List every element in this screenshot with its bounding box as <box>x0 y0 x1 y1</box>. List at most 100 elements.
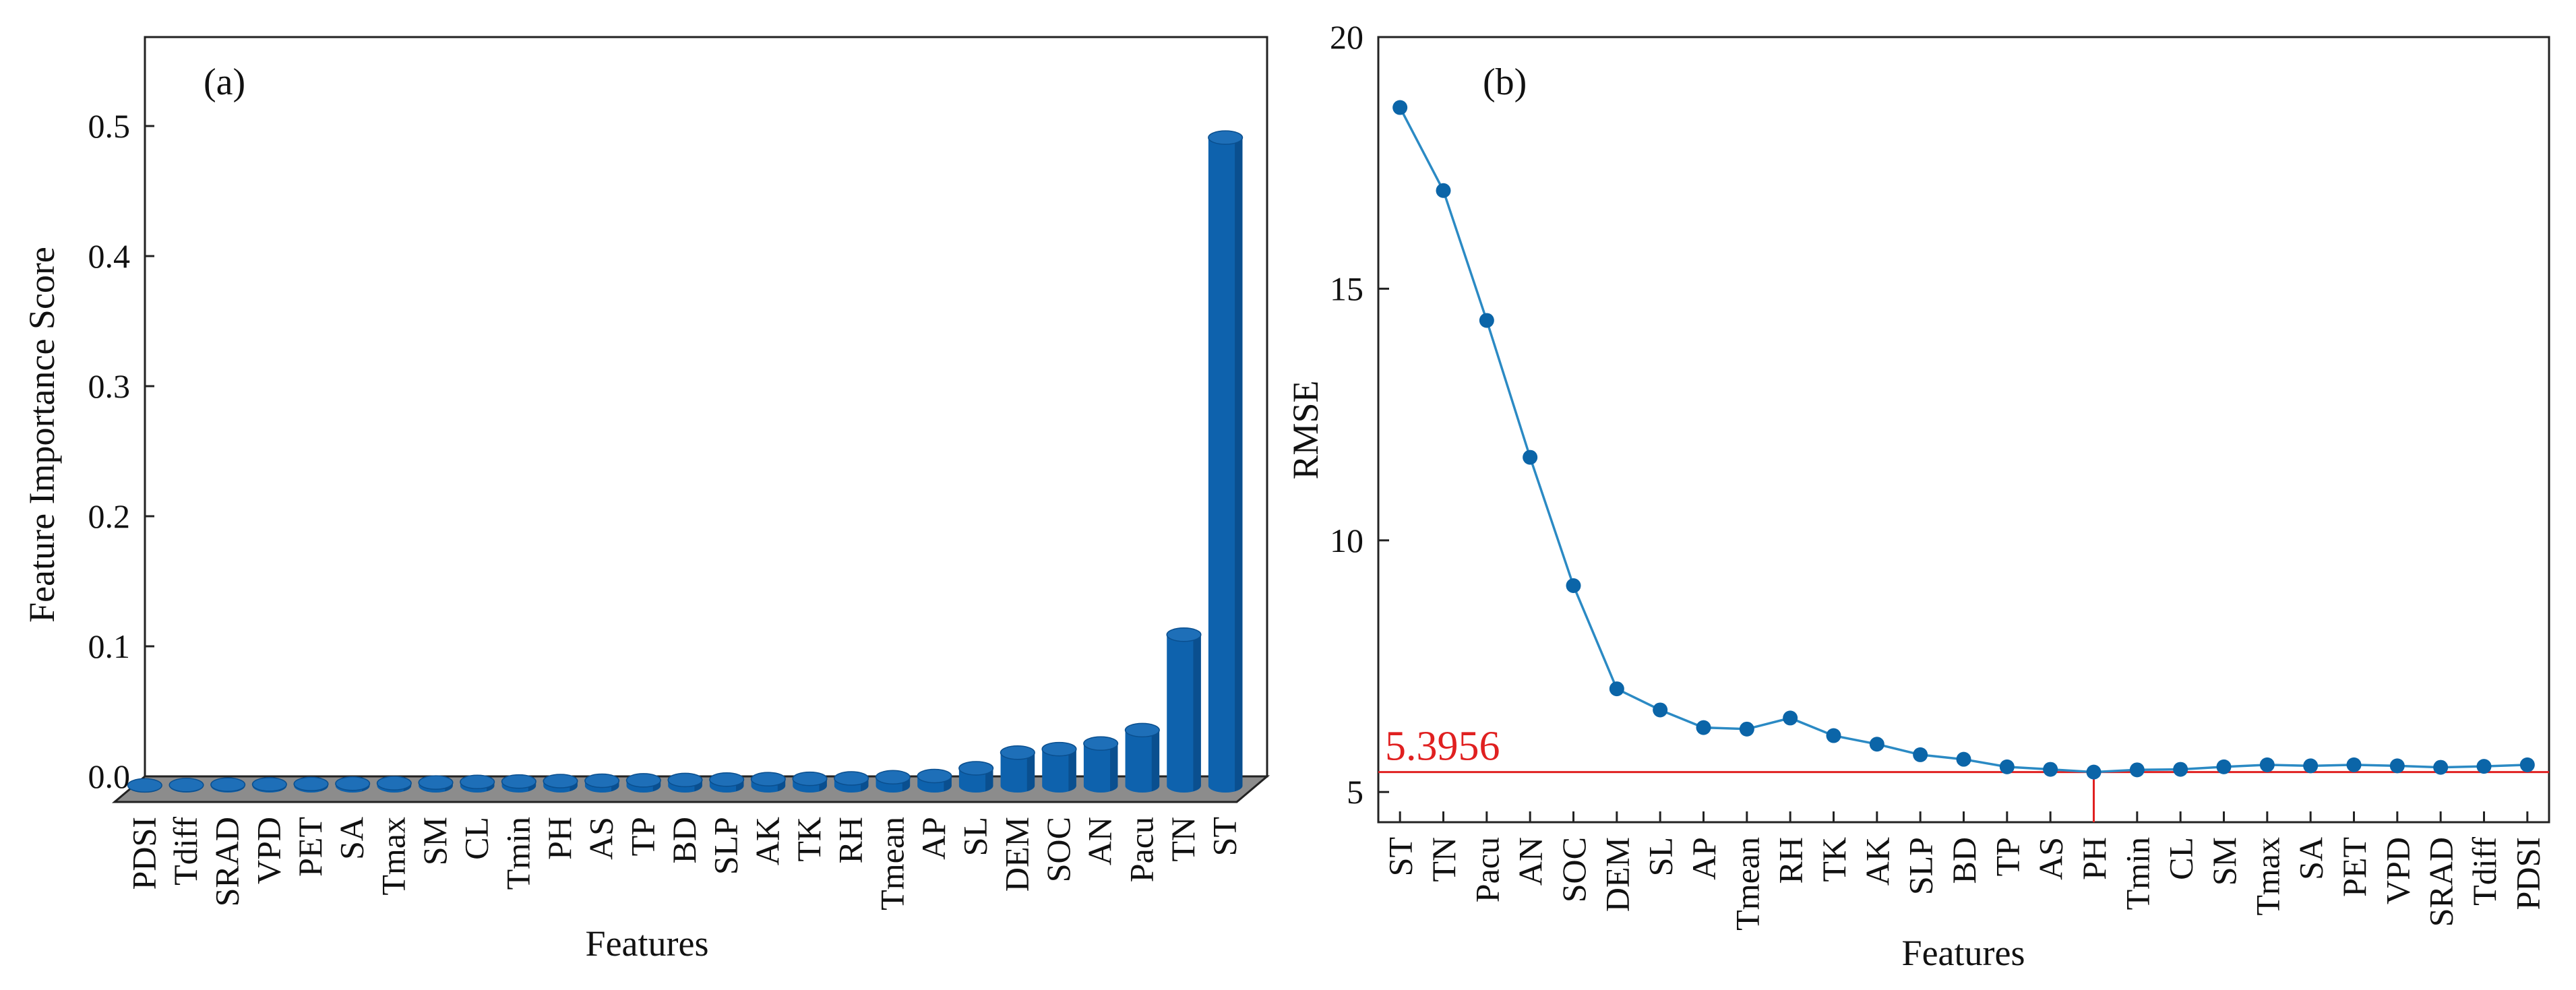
panel-a-bar-top <box>667 772 703 788</box>
panel-a-bar-body <box>1042 749 1076 793</box>
panel-b-x-tick-label: TP <box>1988 837 2026 876</box>
panel-a-bar <box>584 773 620 793</box>
panel-a-bar <box>709 772 745 793</box>
panel-a-bar <box>335 776 371 793</box>
panel-a-y-axis-title: Feature Importance Score <box>22 247 62 623</box>
panel-a-bar-shade <box>1026 752 1035 791</box>
panel-b-point <box>2129 762 2145 778</box>
panel-a-bar <box>1083 736 1119 793</box>
panel-a-bar-top <box>750 772 786 786</box>
panel-a-bar-top <box>127 778 162 793</box>
panel-a-x-tick-labels: PDSI Tdiff SRAD VPD PET SA Tmax SM CL Tmin PH AS TP B… <box>125 817 1243 910</box>
panel-a-bar-top <box>1166 627 1202 642</box>
panel-a-x-tick-label: PDSI <box>125 817 162 890</box>
panel-b-x-tick-label: PET <box>2335 837 2373 897</box>
panel-b-y-axis-title: RMSE <box>1285 380 1326 479</box>
panel-b-y-tick-label: 20 <box>1330 18 1363 56</box>
panel-a-x-tick-label: SOC <box>1039 817 1077 882</box>
panel-b-point <box>1523 450 1538 465</box>
panel-b-x-tick-label: VPD <box>2379 837 2416 904</box>
panel-b-point <box>1999 759 2015 774</box>
panel-b-point <box>2259 757 2275 772</box>
panel-a-bar-top <box>792 771 828 786</box>
panel-a-bar <box>127 778 162 793</box>
panel-a-bar <box>376 776 412 793</box>
panel-a-bar-shade <box>1193 634 1201 791</box>
panel-a-bar <box>834 771 869 793</box>
panel-b-point <box>1696 720 1711 735</box>
panel-b-y-tick-label: 15 <box>1330 270 1363 307</box>
panel-a-bar-top <box>501 774 536 789</box>
panel-a-x-tick-label: Tdiff <box>166 817 204 886</box>
panel-b-line-chart: 5 10 15 20 ST TN Pacu AN SOC DEM SL AP Tmean RH TK AK S… <box>1285 18 2550 973</box>
panel-a-x-tick-label: Tmax <box>374 817 412 896</box>
panel-b-y-tick-label: 10 <box>1330 522 1363 559</box>
panel-b-x-tick-label: SRAD <box>2422 837 2460 927</box>
panel-b-x-tick-labels: ST TN Pacu AN SOC DEM SL AP Tmean RH TK AK SLP BD TP AS… <box>1382 837 2547 931</box>
panel-b-x-tick-label: Pacu <box>1468 837 1506 902</box>
panel-a-x-tick-label: PH <box>541 817 578 860</box>
panel-a-bar <box>1166 627 1202 793</box>
panel-a-bar-top <box>460 774 495 789</box>
panel-b-y-ticks: 5 10 15 20 <box>1330 18 1389 811</box>
panel-b-x-tick-label: AP <box>1685 837 1723 880</box>
panel-a-y-ticks: 0.0 0.1 0.2 0.3 0.4 0.5 <box>88 107 154 795</box>
panel-b-y-tick-label: 5 <box>1347 773 1363 811</box>
panel-a-bar-body <box>1000 752 1035 793</box>
panel-a-x-tick-label: AK <box>748 817 786 865</box>
panel-a-bar <box>251 777 287 793</box>
panel-a-y-tick-label: 0.4 <box>88 237 131 275</box>
panel-a-x-tick-label: RH <box>832 817 869 863</box>
panel-a-x-tick-label: SRAD <box>208 817 246 906</box>
panel-a-x-tick-label: AN <box>1081 817 1119 865</box>
panel-a-bar <box>792 771 828 793</box>
panel-a-x-tick-label: TN <box>1164 817 1202 862</box>
panel-b-point <box>2389 758 2405 774</box>
panel-b-point <box>2303 758 2319 774</box>
panel-b-x-tick-label: DEM <box>1598 837 1636 912</box>
panel-b-x-tick-label: SM <box>2205 837 2243 886</box>
panel-b-x-tick-label: Tdiff <box>2465 837 2503 906</box>
panel-b-point <box>2519 757 2535 772</box>
panel-a-bar-top <box>917 768 952 784</box>
panel-b-x-tick-label: Tmin <box>2118 837 2156 910</box>
panel-a-x-tick-label: AS <box>582 817 620 860</box>
panel-a-bar <box>1041 741 1077 793</box>
panel-b-point <box>2043 762 2058 777</box>
panel-a-x-tick-label: TK <box>790 817 828 862</box>
panel-b-point <box>1956 751 1971 767</box>
panel-b-x-tick-label: AN <box>1512 837 1550 886</box>
panel-a-bar-top <box>958 761 994 776</box>
panel-a-bar-top <box>1041 741 1077 757</box>
panel-a-bar-shade <box>1068 749 1076 791</box>
panel-b-x-tick-label: TN <box>1425 837 1463 882</box>
panel-b-x-tick-label: PDSI <box>2509 837 2546 910</box>
panel-b-x-ticks <box>1399 811 2529 822</box>
panel-a-y-tick-label: 0.0 <box>88 757 131 795</box>
panel-a-bar <box>625 773 661 793</box>
panel-b-point <box>1653 702 1668 718</box>
panel-b-x-tick-label: BD <box>1945 837 1983 884</box>
panel-b-point <box>2216 759 2232 774</box>
panel-a-bar-top <box>418 775 454 790</box>
panel-a-x-tick-label: TP <box>623 817 661 856</box>
panel-a-bar <box>418 775 454 793</box>
panel-b-reference-value-label: 5.3956 <box>1385 724 1500 770</box>
panel-a-bar-top <box>543 774 578 788</box>
panel-a-bar-top <box>1000 745 1035 760</box>
panel-a-bar <box>210 777 246 793</box>
panel-b-x-tick-label: SA <box>2292 837 2330 880</box>
panel-b-point <box>2173 762 2188 777</box>
panel-a-bar-top <box>834 771 869 786</box>
panel-b-point <box>1436 183 1451 198</box>
panel-a-bar-top <box>376 776 412 791</box>
panel-a-bar-top <box>293 776 329 792</box>
panel-a-bar-shade <box>1151 730 1160 791</box>
panel-a-bar <box>917 768 952 793</box>
panel-b-point <box>2433 760 2449 775</box>
panel-b-point <box>2346 757 2362 772</box>
panel-a-3d-frame <box>111 36 1270 803</box>
panel-a-x-tick-label: DEM <box>998 817 1035 892</box>
panel-b-x-tick-label: PH <box>2075 837 2113 880</box>
panel-a-bar-shade <box>1110 743 1118 791</box>
